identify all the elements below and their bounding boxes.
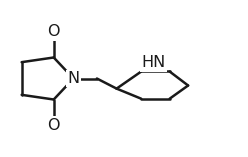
Text: O: O — [47, 24, 60, 39]
Text: HN: HN — [141, 55, 166, 70]
Text: O: O — [47, 118, 60, 133]
Text: N: N — [67, 71, 80, 86]
